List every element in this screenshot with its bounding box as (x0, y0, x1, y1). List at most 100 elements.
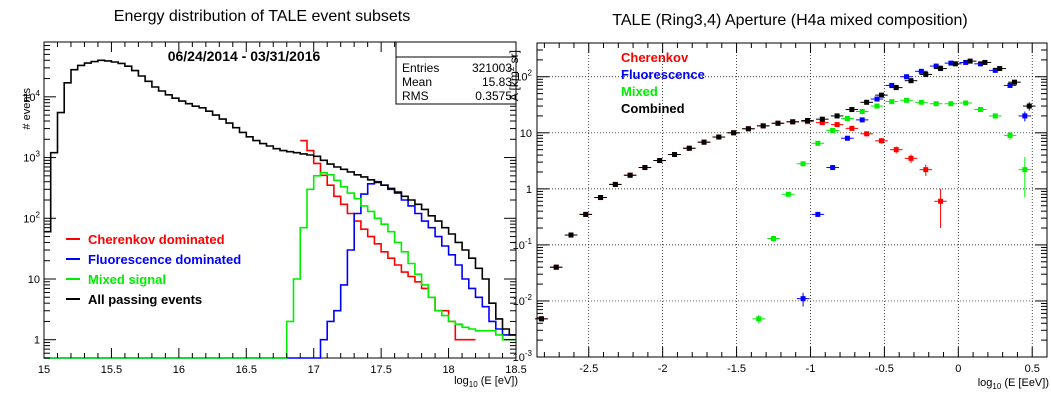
data-point (904, 97, 910, 103)
x-tick-label: 0 (955, 363, 961, 375)
x-tick-label: 0.5 (1025, 363, 1040, 375)
data-point (819, 120, 825, 126)
data-point (844, 135, 850, 141)
legend-entry: Cherenkov (621, 50, 689, 65)
right-axes: -2.5 -2 -1.5 -1 -0.5 0 0.5 10-3 10-2 10-1 1 10 102 (513, 42, 1048, 375)
data-point (963, 59, 969, 65)
data-point (671, 152, 677, 158)
data-point (844, 115, 850, 121)
data-point (657, 158, 663, 164)
data-point (731, 130, 737, 136)
left-x-axis-label: log10 (E [eV]) (454, 375, 518, 389)
data-point (982, 59, 988, 65)
data-point (997, 66, 1003, 72)
data-point (800, 161, 806, 167)
legend-entry: Fluorescence dominated (88, 252, 241, 267)
left-chart: Energy distribution of TALE event subset… (21, 8, 527, 389)
data-point (874, 103, 880, 109)
x-tick-label: 15 (38, 364, 50, 376)
data-point (612, 181, 618, 187)
stats-label: RMS (402, 89, 429, 103)
data-point (756, 316, 762, 322)
stats-label: Entries (402, 61, 439, 75)
data-point (1026, 103, 1032, 109)
data-point (918, 99, 924, 105)
data-point (864, 99, 870, 105)
data-point (893, 147, 899, 153)
right-y-axis-label: A [km2 sr] (507, 50, 521, 101)
y-tick-label: 10-2 (513, 293, 533, 308)
legend-entry: All passing events (88, 292, 202, 307)
data-point (1007, 132, 1013, 138)
histogram-series-4 (44, 59, 516, 336)
stats-value: 321003 (472, 61, 512, 75)
data-point (800, 296, 806, 302)
y-tick-label: 104 (23, 89, 40, 104)
y-tick-label: 1 (34, 335, 40, 347)
x-tick-label: 17 (308, 364, 320, 376)
data-point (992, 67, 998, 73)
left-date-annotation: 06/24/2014 - 03/31/2016 (168, 48, 321, 64)
left-y-axis-label: # events (21, 88, 33, 130)
data-point (952, 61, 958, 67)
legend-entry: Combined (621, 101, 685, 116)
right-gridlines (537, 43, 1047, 358)
scatter-series-2 (796, 59, 1032, 307)
x-tick-label: 16 (173, 364, 185, 376)
right-plot-data (535, 58, 1036, 324)
right-x-axis-label: log10 (E [EeV]) (978, 377, 1049, 391)
left-legend: Cherenkov dominated Fluorescence dominate… (66, 232, 241, 307)
right-plot-frame (536, 42, 1048, 358)
data-point (1022, 113, 1028, 119)
y-tick-label: 10 (520, 128, 532, 140)
data-point (908, 78, 914, 84)
x-tick-label: -1 (806, 363, 816, 375)
data-point (948, 101, 954, 107)
data-point (830, 165, 836, 171)
data-point (775, 120, 781, 126)
data-point (933, 63, 939, 69)
data-point (889, 82, 895, 88)
data-point (933, 101, 939, 107)
y-tick-label: 102 (23, 210, 40, 225)
data-point (904, 74, 910, 80)
data-point (745, 126, 751, 132)
data-point (771, 236, 777, 242)
data-point (918, 68, 924, 74)
x-tick-label: -1.5 (727, 363, 746, 375)
data-point (889, 99, 895, 105)
data-point (790, 119, 796, 125)
right-x-axis-label-rest: (E [EeV]) (1001, 377, 1049, 389)
data-point (1007, 82, 1013, 88)
data-point (864, 131, 870, 137)
data-point (878, 92, 884, 98)
stats-value: 0.3575 (475, 89, 512, 103)
data-point (686, 145, 692, 151)
legend-entry: Fluorescence (621, 67, 705, 82)
legend-entry: Mixed signal (88, 272, 166, 287)
data-point (859, 108, 865, 114)
left-x-axis-label-sub: 10 (469, 380, 478, 389)
data-point (1022, 167, 1028, 173)
data-point (908, 155, 914, 161)
data-point (923, 167, 929, 173)
data-point (859, 117, 865, 123)
data-point (849, 125, 855, 131)
data-point (760, 123, 766, 129)
data-point (819, 116, 825, 122)
legend-entry: Cherenkov dominated (88, 232, 225, 247)
data-point (598, 195, 604, 201)
y-tick-label: 103 (23, 150, 40, 165)
left-stats-box: Entries 321003 Mean 15.83 RMS 0.3575 (395, 41, 517, 105)
y-tick-label: 10 (28, 274, 40, 286)
y-tick-label: 10-3 (513, 349, 533, 364)
x-tick-label: 17.5 (370, 364, 391, 376)
data-point (716, 134, 722, 140)
scatter-series-1 (535, 119, 947, 322)
histogram-series-1 (300, 139, 476, 341)
data-point (849, 107, 855, 113)
left-x-axis-label-rest: (E [eV]) (478, 375, 518, 387)
data-point (963, 100, 969, 106)
x-tick-label: 18.5 (505, 364, 526, 376)
